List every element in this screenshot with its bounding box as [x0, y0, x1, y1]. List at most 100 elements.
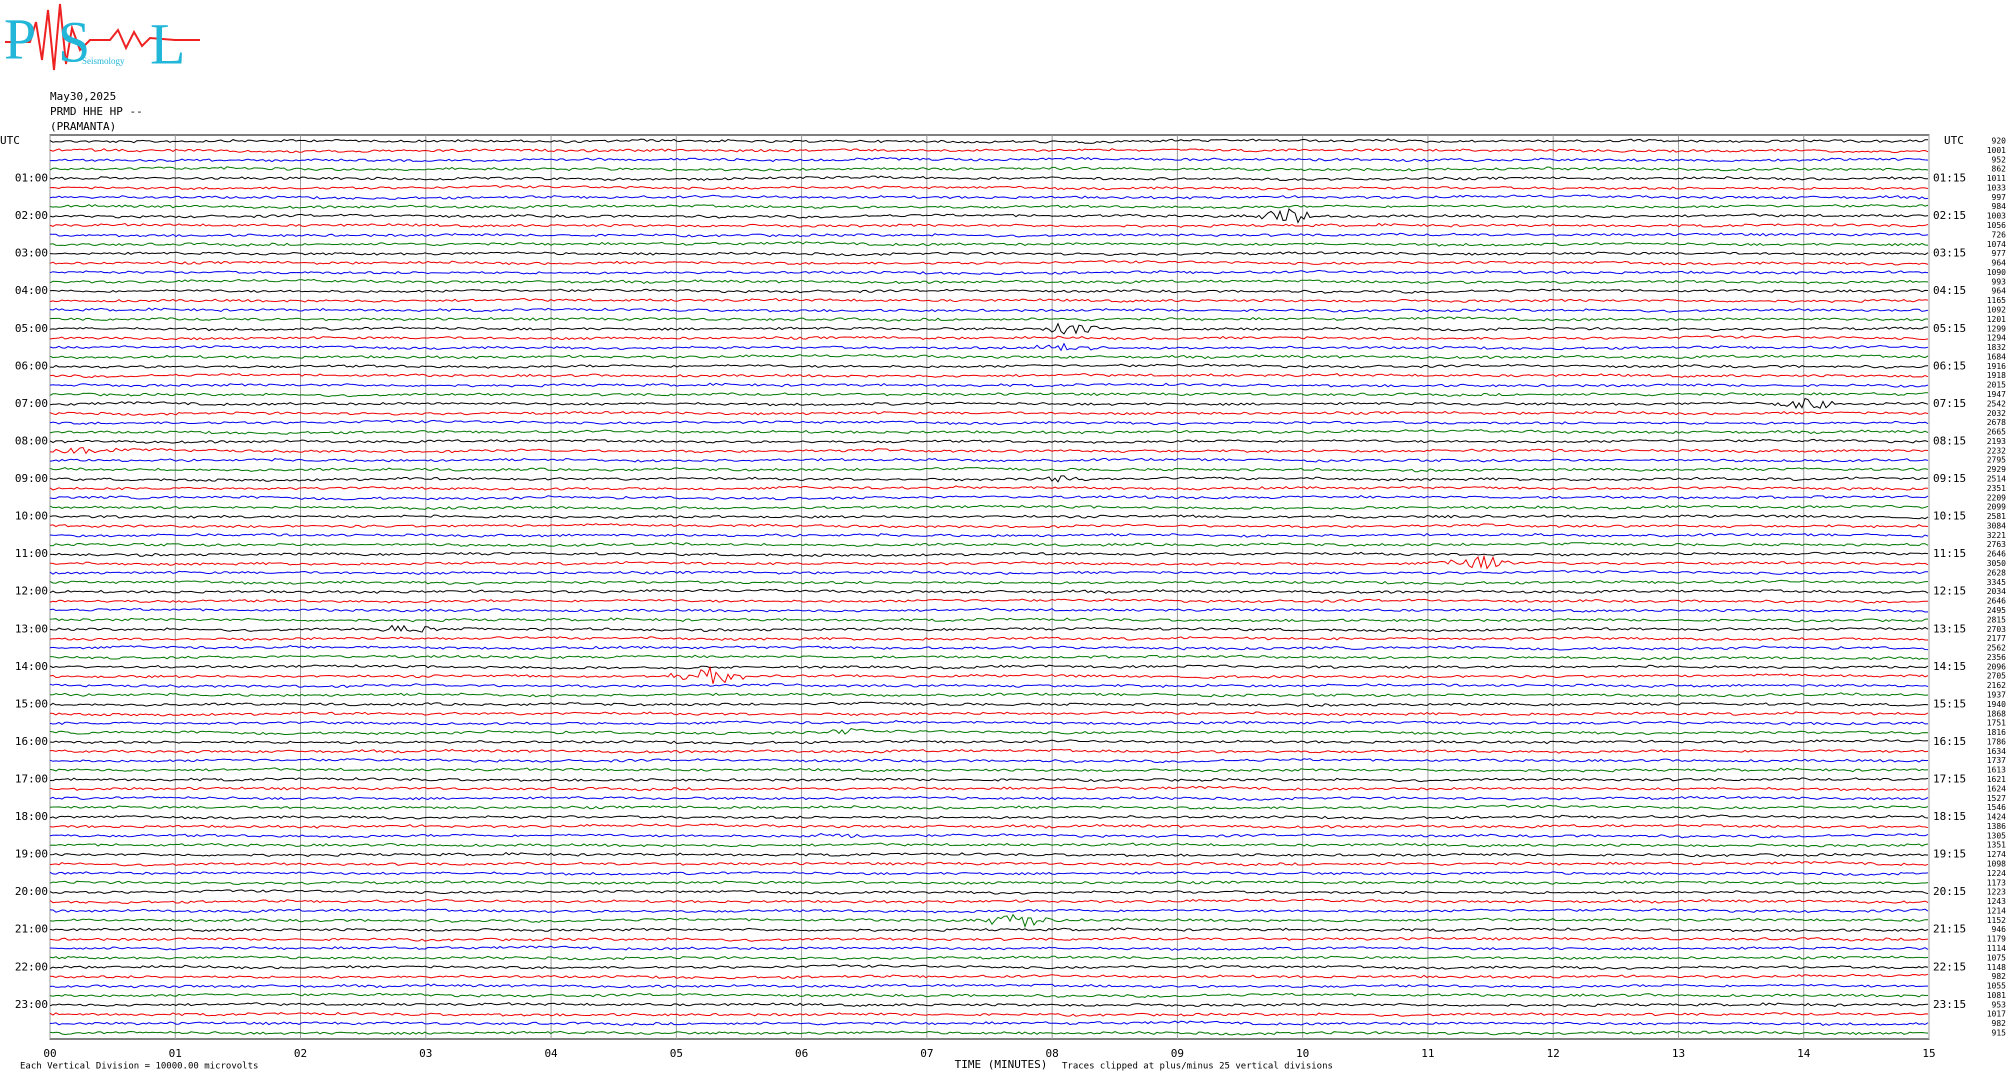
x-tick-label: 04 [544, 1047, 558, 1060]
right-time-label: 11:15 [1933, 547, 1966, 560]
x-tick-label: 05 [670, 1047, 683, 1060]
row-value: 2193 [1987, 437, 2006, 446]
row-value: 964 [1992, 259, 2007, 268]
row-value: 2351 [1987, 484, 2006, 493]
trace [49, 814, 1929, 820]
x-tick-label: 15 [1922, 1047, 1935, 1060]
left-axis-title: UTC [0, 134, 20, 147]
row-value: 997 [1992, 193, 2007, 202]
trace [49, 973, 1929, 980]
trace [49, 438, 1929, 444]
left-time-label: 15:00 [15, 697, 48, 710]
right-time-label: 23:15 [1933, 998, 1966, 1011]
trace [50, 232, 1929, 238]
x-tick-label: 01 [169, 1047, 182, 1060]
logo-squiggle [5, 3, 200, 71]
trace [49, 682, 1929, 689]
right-time-label: 04:15 [1933, 284, 1966, 297]
logo-word: Seismology [82, 56, 125, 66]
row-value: 3345 [1987, 578, 2006, 587]
row-value: 1294 [1987, 334, 2006, 343]
trace [49, 871, 1929, 876]
trace [49, 945, 1929, 951]
row-value: 952 [1992, 155, 2007, 164]
row-value: 1305 [1987, 831, 2006, 840]
row-value: 2495 [1987, 606, 2006, 615]
trace [49, 353, 1929, 360]
clip-note: Traces clipped at plus/minus 25 vertical… [1062, 1062, 1333, 1072]
trace [49, 397, 1929, 409]
trace [49, 785, 1929, 792]
trace [49, 532, 1929, 538]
row-value: 2162 [1987, 681, 2006, 690]
trace [49, 475, 1929, 483]
trace [49, 842, 1929, 848]
trace [49, 335, 1929, 341]
trace [49, 307, 1929, 313]
trace [49, 936, 1929, 942]
trace [49, 1020, 1929, 1026]
row-value: 2034 [1987, 587, 2006, 596]
trace [49, 598, 1928, 604]
trace [49, 955, 1929, 961]
row-value: 2562 [1987, 644, 2006, 653]
right-time-label: 20:15 [1933, 885, 1966, 898]
row-value: 1621 [1987, 775, 2006, 784]
row-value: 915 [1992, 1029, 2007, 1038]
trace [49, 194, 1929, 200]
x-tick-label: 06 [795, 1047, 808, 1060]
right-time-label: 05:15 [1933, 322, 1966, 335]
row-value: 2929 [1987, 465, 2006, 474]
right-axis-title: UTC [1944, 134, 1964, 147]
left-time-label: 04:00 [15, 284, 48, 297]
trace [49, 898, 1929, 905]
trace [49, 138, 1928, 144]
row-value: 2646 [1987, 550, 2006, 559]
row-value: 1937 [1987, 690, 2006, 699]
trace [49, 795, 1929, 801]
row-value: 2665 [1987, 428, 2006, 437]
trace [49, 728, 1929, 736]
x-tick-label: 10 [1296, 1047, 1309, 1060]
trace [49, 758, 1928, 764]
row-value: 1201 [1987, 315, 2006, 324]
plot-frame [49, 134, 1930, 1040]
trace [49, 908, 1929, 914]
trace [49, 964, 1929, 970]
row-value: 1075 [1987, 953, 2006, 962]
row-value: 2032 [1987, 409, 2006, 418]
right-time-label: 17:15 [1933, 772, 1966, 785]
row-value: 964 [1992, 287, 2007, 296]
left-time-label: 05:00 [15, 322, 48, 335]
scale-note: Each Vertical Division = 10000.00 microv… [20, 1062, 258, 1072]
row-value: 1003 [1987, 212, 2006, 221]
row-value: 1546 [1987, 803, 2006, 812]
trace [49, 777, 1929, 783]
trace [49, 485, 1929, 491]
right-time-label: 15:15 [1933, 697, 1966, 710]
row-value: 2099 [1987, 503, 2006, 512]
row-value: 1098 [1987, 859, 2006, 868]
trace [49, 241, 1929, 247]
trace [49, 624, 1929, 633]
trace [49, 607, 1929, 613]
trace [49, 316, 1928, 322]
trace [49, 720, 1929, 726]
row-value: 1011 [1987, 174, 2006, 183]
trace [49, 739, 1929, 745]
right-time-label: 02:15 [1933, 209, 1966, 222]
row-value: 3084 [1987, 521, 2006, 530]
left-time-label: 20:00 [15, 885, 48, 898]
row-value: 1832 [1987, 343, 2006, 352]
trace [49, 992, 1929, 998]
x-tick-label: 14 [1797, 1047, 1811, 1060]
row-value: 1152 [1987, 916, 2006, 925]
row-value: 1017 [1987, 1010, 2006, 1019]
row-value: 3050 [1987, 559, 2006, 568]
row-value: 1179 [1987, 935, 2006, 944]
row-value: 1224 [1987, 869, 2006, 878]
right-time-label: 07:15 [1933, 397, 1966, 410]
trace [49, 654, 1929, 661]
trace [49, 1002, 1929, 1008]
row-value: 1786 [1987, 737, 2006, 746]
